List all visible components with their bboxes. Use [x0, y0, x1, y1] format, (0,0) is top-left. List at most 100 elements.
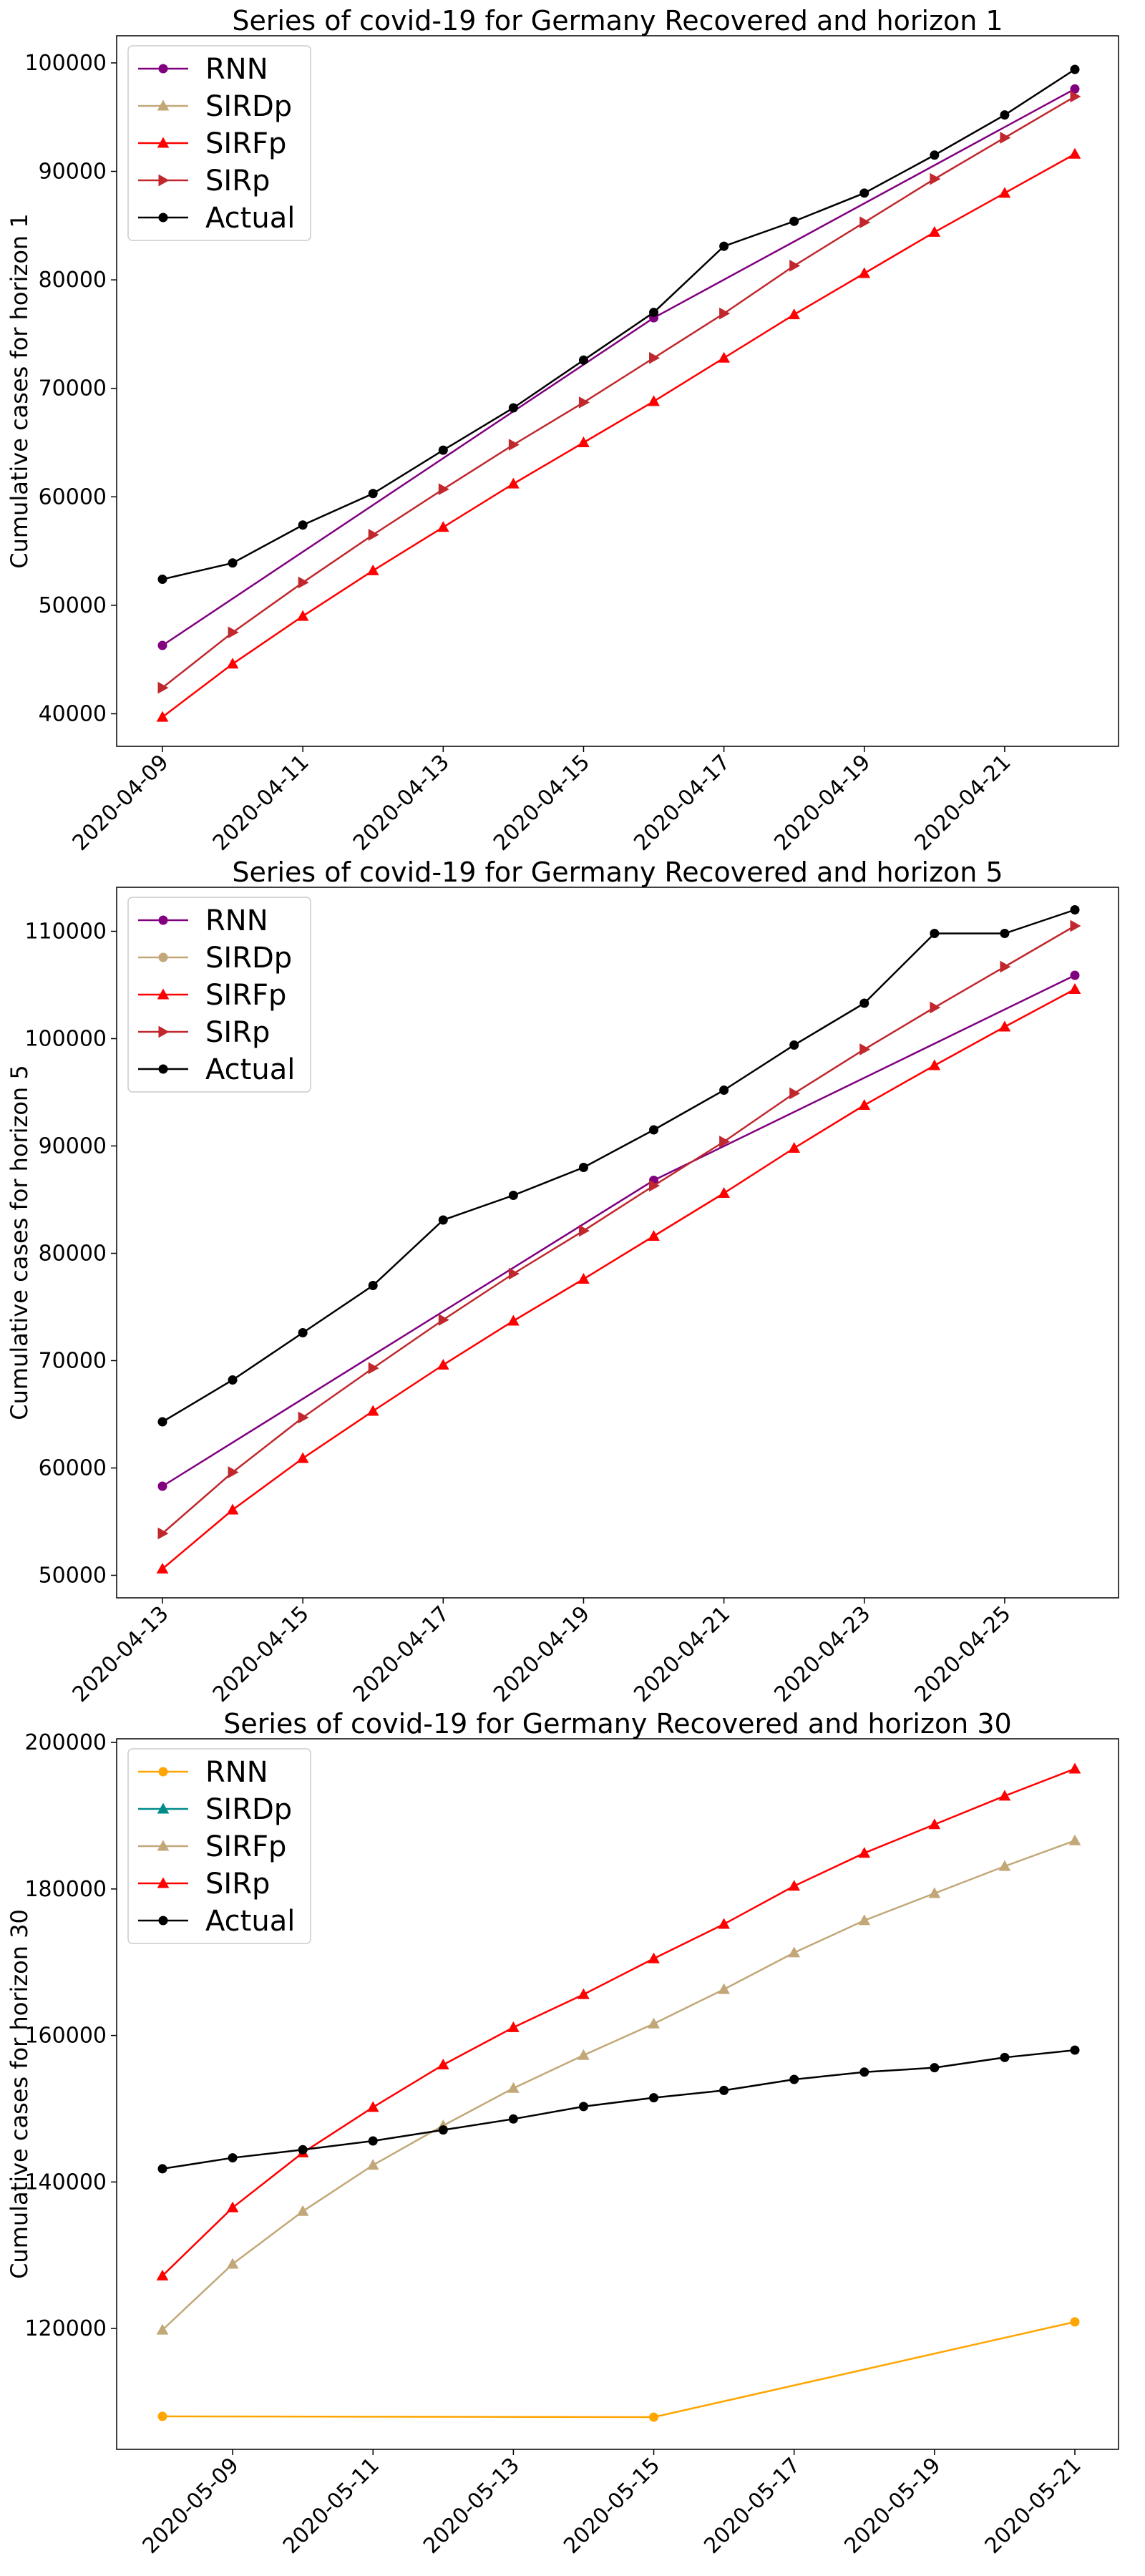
data-point	[366, 2159, 379, 2170]
data-point	[858, 1098, 871, 1110]
data-point	[298, 520, 308, 530]
y-tick-label: 70000	[39, 376, 107, 401]
legend-marker	[158, 1767, 168, 1777]
series-sirp	[157, 919, 1081, 1540]
data-point	[858, 267, 871, 278]
data-point	[508, 1267, 520, 1280]
legend-label: SIRFp	[205, 979, 286, 1012]
x-tick-label: 2020-04-13	[68, 1601, 174, 1707]
data-point	[578, 2049, 590, 2060]
legend-label: SIRFp	[205, 1830, 286, 1863]
series-sirfp	[156, 1834, 1081, 2335]
data-point	[508, 439, 520, 451]
legend-marker	[158, 952, 168, 962]
data-point	[298, 1328, 308, 1337]
legend-item: Actual	[138, 1905, 295, 1938]
series-sirfp	[156, 147, 1081, 722]
series-line	[162, 2321, 1076, 2419]
series-line	[162, 924, 1076, 1534]
y-tick-label: 160000	[24, 2024, 107, 2049]
data-point	[789, 1087, 801, 1100]
series-sirp	[156, 1762, 1081, 2280]
y-tick-label: 50000	[39, 1563, 107, 1589]
data-point	[438, 1215, 448, 1225]
y-tick-label: 140000	[24, 2170, 107, 2195]
data-point	[649, 1125, 659, 1135]
data-point	[368, 1362, 379, 1375]
data-point	[648, 2017, 660, 2029]
legend-label: SIRDp	[205, 90, 292, 123]
data-point	[157, 575, 167, 585]
data-point	[296, 2205, 309, 2216]
x-tick-label: 2020-05-13	[419, 2453, 525, 2559]
data-point	[998, 1790, 1011, 1801]
data-point	[930, 150, 940, 160]
data-point	[368, 489, 378, 499]
data-point	[858, 1847, 871, 1858]
data-point	[1070, 905, 1080, 914]
data-point	[1070, 2317, 1080, 2327]
data-point	[649, 351, 661, 364]
data-point	[578, 1224, 590, 1237]
y-tick-label: 200000	[24, 1730, 107, 1755]
data-point	[1070, 919, 1081, 932]
data-point	[928, 1887, 941, 1898]
data-point	[859, 998, 869, 1008]
data-point	[157, 681, 169, 694]
data-point	[507, 477, 520, 489]
data-point	[930, 929, 940, 938]
data-point	[156, 711, 169, 722]
plot-frame	[116, 887, 1119, 1599]
legend-marker	[158, 174, 170, 187]
legend-marker	[157, 1840, 170, 1851]
data-point	[228, 558, 238, 568]
y-tick-label: 90000	[39, 1134, 107, 1159]
legend-item: SIRp	[138, 1868, 270, 1901]
data-point	[789, 260, 801, 272]
data-point	[788, 1880, 801, 1891]
data-point	[507, 1314, 520, 1326]
data-point	[578, 2102, 588, 2112]
data-point	[649, 2093, 659, 2103]
data-point	[157, 640, 167, 650]
x-tick-label: 2020-04-15	[208, 1601, 314, 1707]
data-point	[578, 355, 588, 365]
data-point	[298, 576, 309, 589]
data-point	[157, 1481, 167, 1491]
legend-marker	[157, 1802, 170, 1814]
data-point	[718, 1918, 730, 1929]
data-point	[1068, 1762, 1081, 1774]
data-point	[157, 2411, 167, 2421]
x-tick-label: 2020-04-21	[910, 750, 1016, 856]
x-tick-label: 2020-04-11	[208, 750, 314, 856]
legend-marker	[158, 915, 168, 925]
legend-marker	[158, 1064, 168, 1074]
data-point	[648, 395, 660, 406]
legend-marker	[158, 213, 168, 223]
legend-marker	[157, 988, 170, 1000]
legend: RNN SIRDp SIRFp SIRp Actual	[127, 897, 311, 1093]
data-point	[789, 2074, 799, 2084]
data-point	[368, 2136, 378, 2146]
data-point	[437, 1358, 449, 1370]
x-tick-label: 2020-05-19	[839, 2453, 945, 2559]
data-point	[1068, 1834, 1081, 1845]
data-point	[928, 1059, 941, 1070]
data-point	[368, 1281, 378, 1290]
x-tick-label: 2020-05-17	[699, 2453, 805, 2559]
y-tick-label: 60000	[39, 484, 107, 509]
data-point	[508, 1191, 518, 1200]
y-tick-label: 60000	[39, 1456, 107, 1481]
x-tick-label: 2020-05-09	[138, 2453, 244, 2559]
data-point	[1070, 90, 1081, 103]
legend-label: Actual	[205, 202, 295, 235]
data-point	[507, 2082, 520, 2093]
legend-item: RNN	[138, 53, 268, 86]
x-tick-label: 2020-04-17	[349, 1601, 454, 1707]
series-actual	[157, 2045, 1080, 2174]
data-point	[1000, 110, 1010, 120]
x-tick-label: 2020-04-23	[769, 1601, 875, 1707]
data-point	[1000, 929, 1010, 938]
y-tick-label: 100000	[24, 51, 107, 76]
